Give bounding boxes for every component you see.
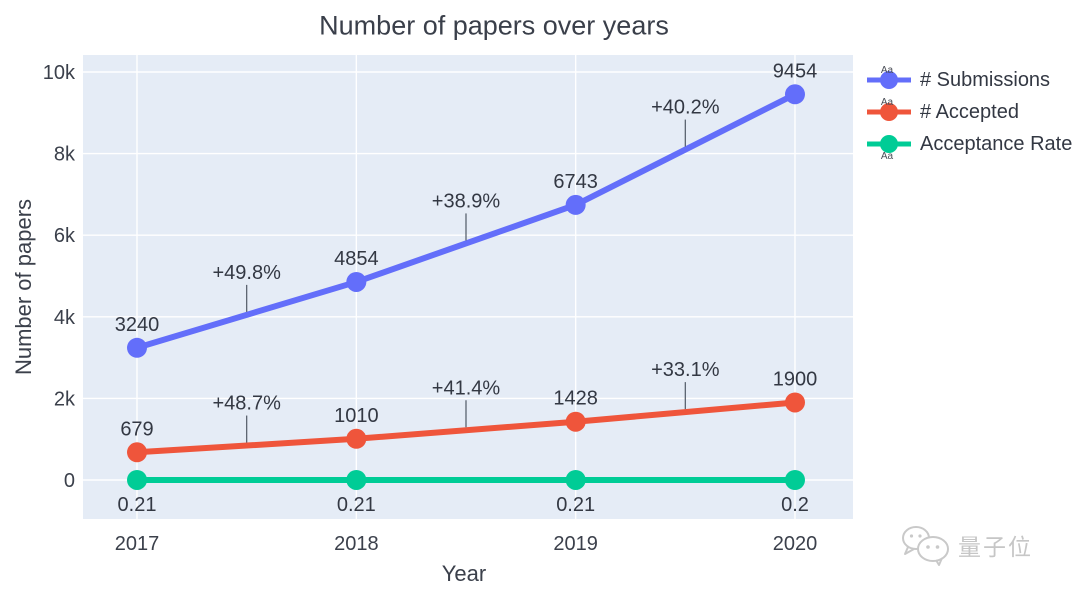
point-label: 0.21 — [118, 494, 157, 516]
annotation-label: +40.2% — [651, 97, 720, 119]
y-tick-label: 10k — [43, 62, 76, 84]
y-tick-label: 0 — [64, 470, 75, 492]
y-tick-label: 8k — [54, 144, 76, 166]
data-point — [346, 469, 367, 490]
watermark-text: 量子位 — [958, 534, 1033, 560]
annotation-label: +38.9% — [432, 190, 501, 212]
data-point — [127, 337, 147, 358]
point-label: 0.2 — [781, 494, 809, 516]
legend-sample-text: Aa — [881, 97, 894, 108]
legend-item-submissions[interactable]: Aa # Submissions — [866, 64, 1072, 96]
point-label: 6743 — [553, 171, 598, 193]
chart-title: Number of papers over years — [319, 10, 669, 41]
point-label: 1010 — [334, 405, 379, 427]
legend: Aa # Submissions Aa # Accepted Aa Acceptance … — [866, 64, 1072, 160]
x-tick-label: 2019 — [553, 533, 598, 555]
point-label: 0.21 — [337, 494, 376, 516]
point-label: 9454 — [773, 60, 818, 82]
wechat-icon — [902, 526, 949, 566]
point-label: 3240 — [115, 314, 160, 336]
watermark: 量子位 — [900, 524, 1033, 566]
legend-label: Acceptance Rate — [920, 132, 1073, 155]
data-point — [346, 271, 367, 292]
point-label: 1900 — [773, 368, 818, 390]
data-point — [784, 392, 805, 413]
point-label: 4854 — [334, 248, 379, 270]
x-axis-title: Year — [441, 561, 487, 586]
x-tick-label: 2018 — [334, 533, 379, 555]
annotation-label: +48.7% — [212, 393, 281, 415]
x-tick-label: 2017 — [115, 533, 160, 555]
legend-label: # Accepted — [920, 100, 1019, 123]
data-point — [565, 411, 586, 432]
annotation-label: +49.8% — [212, 262, 281, 284]
data-point — [565, 194, 586, 215]
x-tick-label: 2020 — [773, 533, 818, 555]
annotation-label: +41.4% — [432, 377, 501, 399]
data-point — [127, 442, 147, 463]
legend-sample-icon: Aa — [867, 97, 911, 121]
legend-sample-text: Aa — [881, 151, 894, 160]
y-axis-title: Number of papers — [11, 198, 36, 376]
series-line-1 — [134, 91, 798, 351]
data-point — [784, 469, 805, 490]
point-label: 0.21 — [556, 494, 595, 516]
legend-item-acceptance-rate[interactable]: Aa Acceptance Rate — [866, 128, 1072, 160]
legend-item-accepted[interactable]: Aa # Accepted — [866, 96, 1072, 128]
y-tick-label: 6k — [54, 225, 76, 247]
series-line-2 — [134, 399, 798, 456]
annotation-label: +33.1% — [651, 359, 720, 381]
data-point — [784, 84, 805, 105]
legend-sample-text: Aa — [881, 65, 894, 76]
y-tick-label: 4k — [54, 307, 76, 329]
point-label: 679 — [120, 418, 153, 440]
data-point — [346, 428, 367, 449]
legend-sample-icon: Aa — [867, 135, 911, 160]
data-point — [127, 469, 147, 490]
legend-label: # Submissions — [920, 68, 1051, 91]
legend-sample-icon: Aa — [867, 65, 911, 89]
y-tick-label: 2k — [54, 388, 76, 410]
point-label: 1428 — [553, 388, 598, 410]
data-point — [565, 469, 586, 490]
